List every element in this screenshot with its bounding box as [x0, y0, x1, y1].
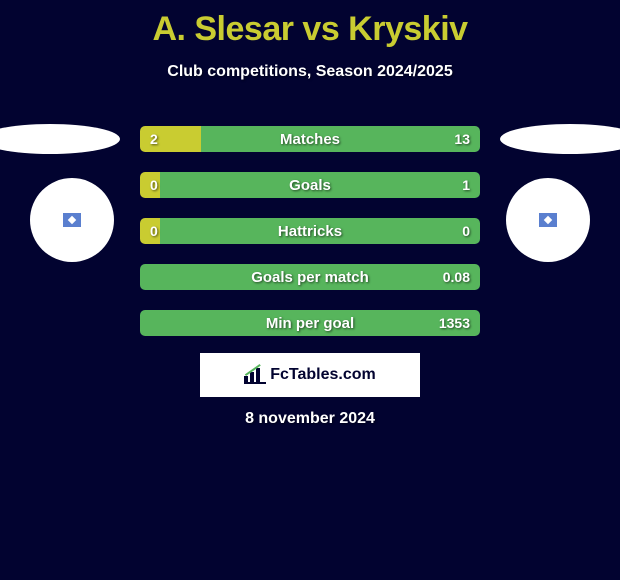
stat-bar-matches: 2 Matches 13	[140, 126, 480, 152]
placeholder-icon	[539, 213, 557, 227]
page-title: A. Slesar vs Kryskiv	[0, 0, 620, 49]
page-subtitle: Club competitions, Season 2024/2025	[0, 63, 620, 81]
stat-bar-goals-per-match: Goals per match 0.08	[140, 264, 480, 290]
bar-value-right: 1	[462, 172, 470, 198]
fctables-logo: FcTables.com	[200, 353, 420, 397]
bar-value-right: 1353	[439, 310, 470, 336]
bar-value-right: 0.08	[443, 264, 470, 290]
stats-bars: 2 Matches 13 0 Goals 1 0 Hattricks 0 Goa…	[140, 126, 480, 356]
bar-label: Goals	[140, 172, 480, 198]
bar-value-right: 0	[462, 218, 470, 244]
date-label: 8 november 2024	[0, 410, 620, 428]
chart-icon	[244, 366, 266, 384]
bar-label: Hattricks	[140, 218, 480, 244]
stat-bar-min-per-goal: Min per goal 1353	[140, 310, 480, 336]
placeholder-icon	[63, 213, 81, 227]
bar-value-right: 13	[454, 126, 470, 152]
player-left-platform	[0, 124, 120, 154]
bar-label: Matches	[140, 126, 480, 152]
logo-text: FcTables.com	[270, 366, 376, 384]
player-right-platform	[500, 124, 620, 154]
player-right-avatar	[506, 178, 590, 262]
bar-label: Min per goal	[140, 310, 480, 336]
stat-bar-hattricks: 0 Hattricks 0	[140, 218, 480, 244]
stat-bar-goals: 0 Goals 1	[140, 172, 480, 198]
player-left-avatar	[30, 178, 114, 262]
bar-label: Goals per match	[140, 264, 480, 290]
